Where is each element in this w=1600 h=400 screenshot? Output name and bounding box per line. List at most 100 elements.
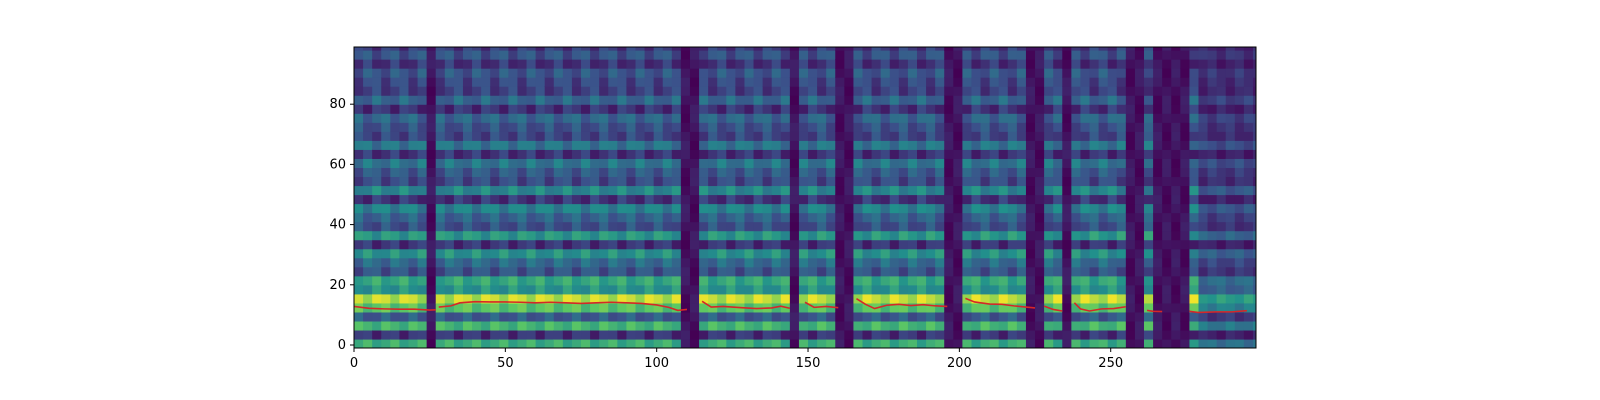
heatmap-cell xyxy=(381,230,391,241)
heatmap-cell xyxy=(853,95,864,105)
heatmap-cell xyxy=(571,266,582,277)
heatmap-cell xyxy=(599,185,609,196)
heatmap-cell xyxy=(789,158,800,168)
heatmap-cell xyxy=(1162,113,1172,123)
heatmap-cell xyxy=(1035,266,1045,277)
heatmap-cell xyxy=(499,311,509,322)
heatmap-cell xyxy=(907,149,918,159)
heatmap-cell xyxy=(916,47,927,51)
heatmap-cell xyxy=(826,338,836,348)
heatmap-cell xyxy=(635,122,646,132)
heatmap-cell xyxy=(844,131,855,141)
heatmap-cell xyxy=(880,266,891,277)
heatmap-cell xyxy=(1225,320,1236,331)
heatmap-cell xyxy=(1053,212,1063,223)
heatmap-cell xyxy=(835,50,845,60)
heatmap-cell xyxy=(553,221,564,232)
heatmap-cell xyxy=(599,122,609,132)
heatmap-cell xyxy=(363,86,373,96)
heatmap-cell xyxy=(1107,230,1118,241)
heatmap-cell xyxy=(944,293,954,304)
heatmap-cell xyxy=(1243,284,1254,295)
heatmap-cell xyxy=(980,131,991,141)
heatmap-cell xyxy=(1007,320,1018,331)
heatmap-cell xyxy=(662,248,673,259)
heatmap-cell xyxy=(735,149,746,159)
heatmap-cell xyxy=(408,167,419,178)
heatmap-cell xyxy=(453,293,464,304)
heatmap-cell xyxy=(571,185,582,196)
y-tick-label: 80 xyxy=(329,97,346,112)
heatmap-cell xyxy=(789,176,800,187)
heatmap-cell xyxy=(626,239,637,250)
heatmap-cell xyxy=(1171,284,1181,295)
heatmap-cell xyxy=(1134,176,1145,187)
heatmap-cell xyxy=(544,185,555,196)
heatmap-cell xyxy=(1252,230,1256,241)
heatmap-cell xyxy=(962,68,973,78)
heatmap-cell xyxy=(390,266,401,277)
heatmap-cell xyxy=(444,50,455,60)
heatmap-cell xyxy=(499,104,509,114)
heatmap-cell xyxy=(835,302,845,313)
heatmap-cell xyxy=(571,149,582,159)
heatmap-cell xyxy=(989,158,1000,168)
heatmap-cell xyxy=(817,275,827,286)
heatmap-cell xyxy=(1116,140,1127,150)
heatmap-cell xyxy=(989,266,1000,277)
heatmap-cell xyxy=(1107,275,1118,286)
heatmap-cell xyxy=(708,212,718,223)
heatmap-cell xyxy=(1171,311,1181,322)
heatmap-cell xyxy=(372,122,382,132)
heatmap-cell xyxy=(889,59,900,69)
heatmap-cell xyxy=(426,149,437,159)
heatmap-cell xyxy=(535,239,546,250)
heatmap-cell xyxy=(1171,257,1181,268)
heatmap-cell xyxy=(581,95,591,105)
heatmap-cell xyxy=(508,311,519,322)
heatmap-cell xyxy=(989,122,1000,132)
heatmap-cell xyxy=(1071,194,1082,205)
heatmap-cell xyxy=(662,212,673,223)
heatmap-cell xyxy=(671,176,682,187)
heatmap-cell xyxy=(1098,329,1109,340)
heatmap-cell xyxy=(907,95,918,105)
heatmap-cell xyxy=(944,86,954,96)
x-tick-label: 50 xyxy=(497,356,514,371)
heatmap-cell xyxy=(826,284,836,295)
heatmap-cell xyxy=(780,212,791,223)
heatmap-cell xyxy=(562,176,573,187)
heatmap-cell xyxy=(444,203,455,214)
heatmap-cell xyxy=(1134,230,1145,241)
heatmap-cell xyxy=(1171,248,1181,259)
heatmap-cell xyxy=(453,248,464,259)
heatmap-cell xyxy=(571,320,582,331)
heatmap-cell xyxy=(1016,50,1027,60)
heatmap-cell xyxy=(381,320,391,331)
heatmap-cell xyxy=(1162,158,1172,168)
heatmap-cell xyxy=(789,293,800,304)
heatmap-cell xyxy=(1153,320,1163,331)
heatmap-cell xyxy=(571,338,582,348)
heatmap-cell xyxy=(472,239,482,250)
heatmap-cell xyxy=(689,239,700,250)
heatmap-cell xyxy=(989,86,1000,96)
heatmap-cell xyxy=(1125,221,1136,232)
heatmap-cell xyxy=(481,203,491,214)
heatmap-cell xyxy=(435,86,446,96)
heatmap-cell xyxy=(1062,140,1072,150)
heatmap-cell xyxy=(1207,194,1218,205)
heatmap-cell xyxy=(1189,167,1200,178)
heatmap-cell xyxy=(916,338,927,348)
heatmap-cell xyxy=(381,95,391,105)
heatmap-cell xyxy=(1162,47,1172,51)
heatmap-cell xyxy=(1089,113,1100,123)
heatmap-cell xyxy=(916,176,927,187)
heatmap-cell xyxy=(1044,158,1054,168)
heatmap-cell xyxy=(381,212,391,223)
heatmap-cell xyxy=(916,185,927,196)
heatmap-cell xyxy=(1125,320,1136,331)
heatmap-cell xyxy=(517,230,528,241)
heatmap-cell xyxy=(590,131,600,141)
heatmap-cell xyxy=(689,95,700,105)
